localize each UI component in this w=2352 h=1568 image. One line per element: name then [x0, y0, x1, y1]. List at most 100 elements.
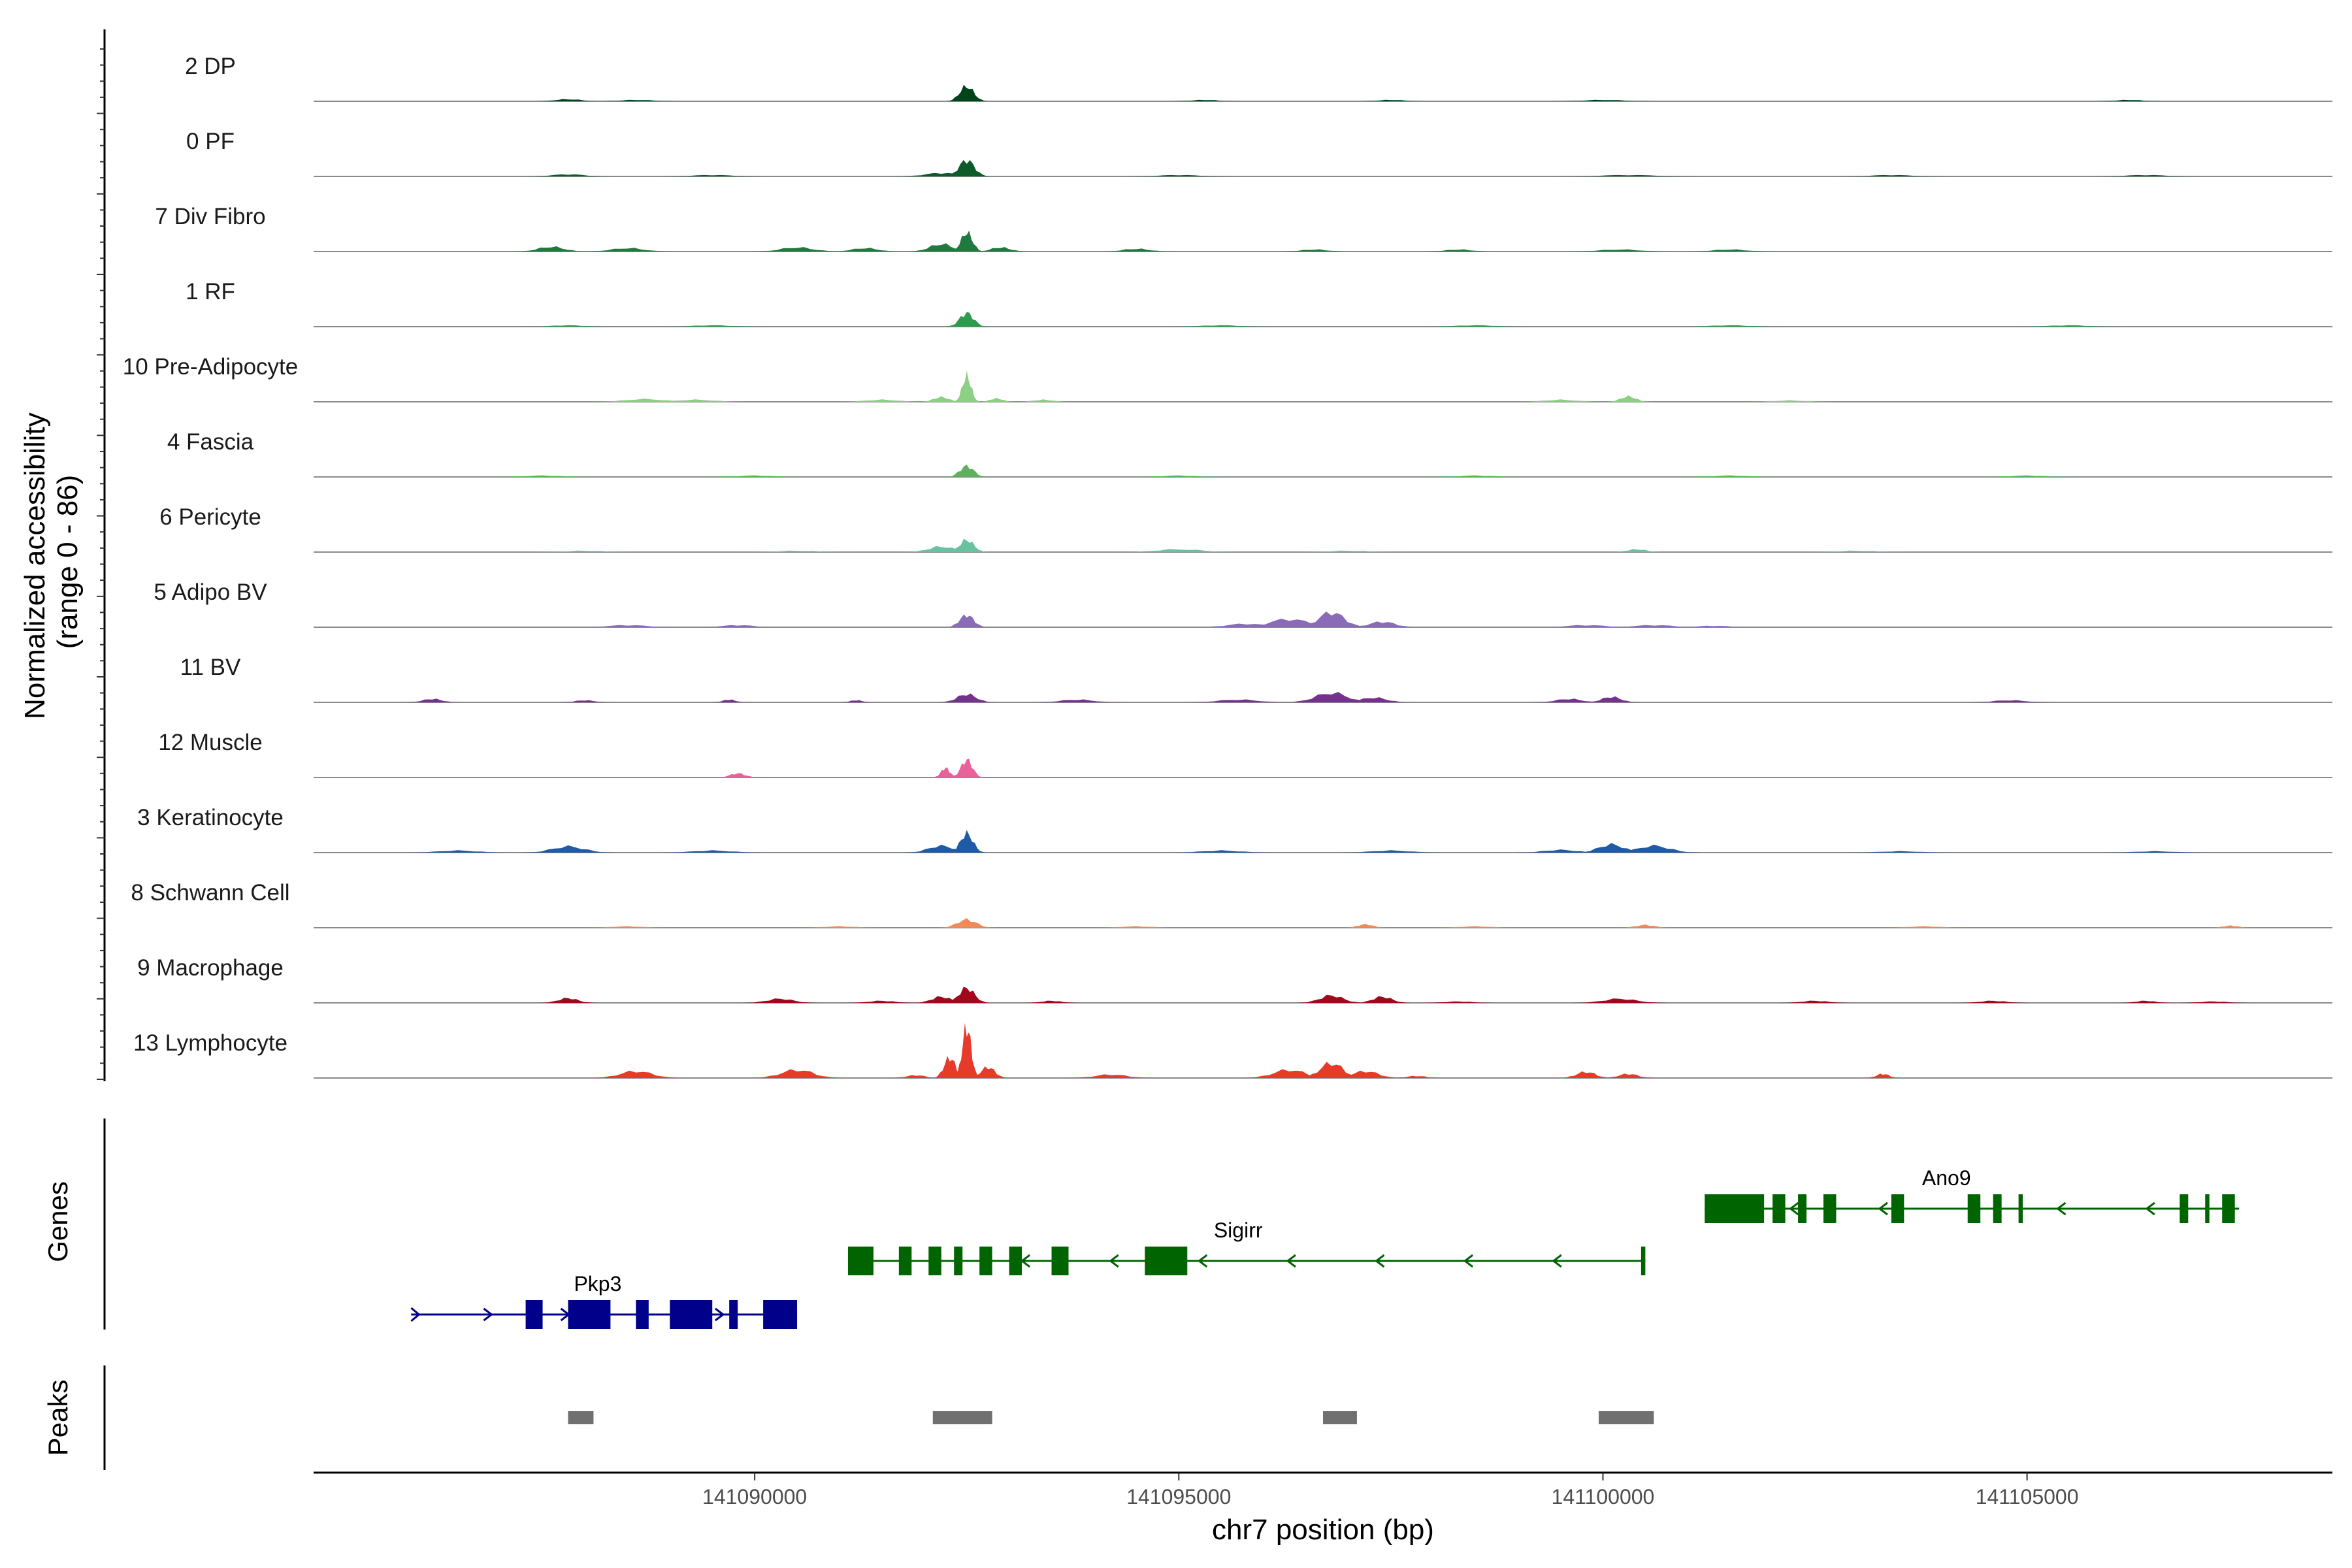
coverage-peak — [950, 759, 984, 777]
gene-exon — [979, 1247, 992, 1275]
gene-exon — [763, 1300, 798, 1329]
track-label: 4 Fascia — [167, 429, 254, 455]
coverage-peak — [540, 998, 596, 1003]
coverage-peak — [557, 700, 613, 702]
coverage-peak — [742, 998, 818, 1003]
track: 13 Lymphocyte — [133, 1022, 2332, 1079]
coverage-peak — [691, 625, 785, 627]
coverage-peak — [919, 396, 964, 402]
coverage-peak — [2013, 325, 2126, 327]
track-label: 12 Muscle — [158, 730, 263, 755]
y-axis-title-line1: Normalized accessibility — [19, 412, 51, 719]
gene-exon — [2180, 1194, 2189, 1223]
gene-exon — [729, 1300, 738, 1329]
coverage-peak — [1388, 1075, 1445, 1078]
coverage-peak — [904, 546, 979, 552]
track: 1 RF — [186, 279, 2332, 327]
gene-exon — [1705, 1194, 1765, 1223]
coverage-peak — [1683, 249, 1777, 252]
coverage-peak — [521, 325, 615, 327]
coverage-peak — [967, 1066, 1009, 1078]
peak-region — [568, 1411, 594, 1424]
track: 8 Schwann Cell — [131, 880, 2332, 928]
track: 5 Adipo BV — [154, 580, 2332, 628]
coverage-peak — [1835, 174, 1948, 176]
coverage-peak — [656, 174, 768, 176]
coverage-peak — [1298, 1062, 1365, 1078]
x-axis: chr7 position (bp) 141090000 141095000 141… — [314, 1471, 2332, 1546]
gene-exon — [2018, 1194, 2023, 1223]
coverage-peak — [1015, 399, 1071, 402]
gene-exon — [1967, 1194, 1981, 1223]
strand-arrow — [483, 1307, 493, 1322]
coverage-peak — [972, 247, 1029, 252]
coverage-peak — [938, 918, 995, 928]
coverage-peak — [589, 1070, 683, 1078]
coverage-peak — [1514, 399, 1607, 402]
coverage-peak — [1165, 325, 1277, 327]
track-label: 10 Pre-Adipocyte — [123, 354, 298, 380]
coverage-peak — [946, 84, 988, 101]
gene-exon — [525, 1300, 543, 1329]
coverage-peak — [1122, 174, 1235, 176]
coverage-peak — [521, 174, 615, 176]
coverage-peak — [933, 1056, 967, 1078]
coverage-peak — [938, 693, 995, 702]
coverage-peak — [977, 397, 1015, 402]
track-label: 8 Schwann Cell — [131, 880, 289, 906]
track: 2 DP — [185, 54, 2332, 102]
coverage-peak — [1531, 698, 1607, 702]
coverage-peak — [1090, 926, 1183, 928]
strand-arrow — [1552, 1254, 1562, 1268]
track-label: 7 Div Fibro — [155, 204, 265, 229]
coverage-peak — [1353, 99, 1428, 101]
coverage-peak — [1970, 475, 2083, 477]
coverage-peak — [750, 247, 844, 252]
coverage-peak — [1674, 325, 1786, 327]
coverage-peak — [1345, 621, 1420, 627]
coverage-peak — [944, 159, 989, 176]
gene-exon — [1772, 1194, 1786, 1223]
track-label: 3 Keratinocyte — [137, 805, 284, 830]
coverage-peak — [835, 399, 929, 402]
track: 11 BV — [180, 655, 2332, 703]
genes-panel: Genes Pkp3 Sigirr Ano9 — [42, 1119, 2240, 1330]
coverage-peak — [656, 325, 768, 327]
y-axis: Normalized accessibility (range 0 - 86) — [19, 29, 106, 1081]
coverage-peak — [946, 312, 988, 327]
coverage-peak — [1742, 400, 1837, 402]
coverage-peak — [1165, 850, 1277, 853]
genes-title: Genes — [42, 1181, 73, 1262]
coverage-peak — [531, 99, 606, 101]
coverage-peak — [1546, 99, 1659, 101]
y-axis-title-line2: (range 0 - 86) — [52, 475, 84, 649]
gene-exon — [1051, 1247, 1069, 1275]
coverage-peak — [1064, 1074, 1158, 1078]
coverage-peak — [944, 987, 989, 1003]
coverage-peak — [750, 1069, 844, 1078]
strand-arrow — [2056, 1201, 2066, 1216]
gene-exon — [1009, 1247, 1022, 1275]
peak-region — [1323, 1411, 1357, 1424]
track: 12 Muscle — [158, 730, 2332, 778]
track: 7 Div Fibro — [155, 204, 2332, 252]
coverage-peak — [1420, 325, 1532, 327]
coverage-peak — [1801, 550, 1914, 552]
gene-exon — [847, 1247, 874, 1275]
coverage-peak — [1606, 395, 1651, 402]
coverage-peak — [486, 475, 599, 477]
coverage-peak — [1617, 924, 1674, 928]
coverage-peak — [581, 248, 674, 252]
gene-exon — [1798, 1194, 1807, 1223]
gene-exon — [1993, 1194, 2002, 1223]
coverage-peak — [1429, 926, 1523, 928]
coverage-peak — [1574, 843, 1649, 853]
coverage-peak — [1343, 923, 1388, 928]
coverage-peak — [1607, 844, 1701, 853]
track-label: 6 Pericyte — [159, 504, 261, 530]
track-label: 13 Lymphocyte — [133, 1030, 287, 1056]
peak-region — [1598, 1411, 1654, 1424]
coverage-peak — [1963, 700, 2057, 702]
coverage-peak — [1583, 696, 1640, 702]
